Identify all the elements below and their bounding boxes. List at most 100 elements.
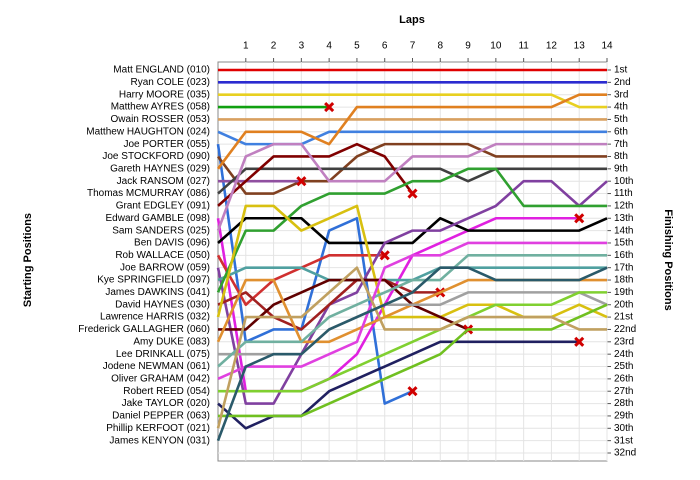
start-label: Lee DRINKALL (075) [116,349,210,360]
x-tick-label: 12 [546,41,558,52]
y-tick-label: 21st [614,312,633,323]
y-tick-label: 4th [614,102,628,113]
series-line [217,278,441,331]
start-label: Ryan COLE (023) [131,77,210,88]
y-tick-label: 6th [614,126,628,137]
series-line [216,266,607,429]
series-line [216,143,414,405]
y-tick-label: 19th [614,287,633,298]
y-tick-label: 1st [614,65,628,76]
retire-marker [407,386,418,397]
series-line [216,93,607,170]
x-tick-label: 3 [299,41,305,52]
y-tick-label: 26th [614,374,633,385]
y-tick-label: 30th [614,423,633,434]
start-label: Thomas MCMURRAY (086) [87,188,210,199]
start-label: Kye SPRINGFIELD (097) [97,275,210,286]
y-tick-label: 27th [614,386,633,397]
x-tick-label: 5 [354,41,360,52]
y-tick-label: 5th [614,114,628,125]
y-axis-title: Starting Positions [22,213,34,307]
retire-marker [296,176,307,187]
x-tick-label: 7 [410,41,416,52]
series-line [217,167,607,195]
y-tick-label: 13th [614,213,633,224]
start-label: Sam SANDERS (025) [112,225,210,236]
series-line [216,142,607,232]
y-tick-label: 24th [614,349,633,360]
x-tick-label: 10 [490,41,502,52]
retire-marker [379,250,390,261]
start-label: Amy DUKE (083) [133,336,210,347]
series-line [217,142,414,207]
y2-axis-title: Finishing Positions [662,209,674,310]
y-tick-label: 7th [614,139,628,150]
start-label: Lawrence HARRIS (032) [100,312,210,323]
start-label: James KENYON (031) [109,435,210,446]
retire-marker [574,336,585,347]
y-tick-label: 17th [614,262,633,273]
start-label: Ben DAVIS (096) [134,238,210,249]
series-line [216,167,607,293]
start-label: Oliver GRAHAM (042) [111,374,210,385]
start-label: Harry MOORE (035) [119,89,210,100]
series-line [216,179,608,405]
y-tick-label: 28th [614,398,633,409]
start-label: James DAWKINS (041) [105,287,210,298]
series-line [217,241,607,381]
start-label: Matthew HAUGHTON (024) [86,126,210,137]
start-label: Joe BARROW (059) [120,262,210,273]
y-tick-label: 11th [614,188,633,199]
x-tick-label: 9 [465,41,471,52]
series-line [218,303,608,418]
y-tick-label: 10th [614,176,633,187]
series-line [218,93,607,109]
start-label: Owain ROSSER (053) [111,114,210,125]
x-tick-label: 2 [271,41,277,52]
x-tick-label: 14 [601,41,613,52]
start-label: Matt ENGLAND (010) [113,65,210,76]
start-label: Edward GAMBLE (098) [106,213,211,224]
y-tick-label: 9th [614,163,628,174]
series-line [216,266,608,442]
start-label: Joe PORTER (055) [123,139,210,150]
y-tick-label: 20th [614,299,633,310]
y-tick-label: 29th [614,411,633,422]
start-label: David HAYNES (030) [115,299,210,310]
start-label: Jodene NEWMAN (061) [103,361,210,372]
x-tick-label: 4 [326,41,332,52]
retire-marker [324,102,335,113]
x-tick-label: 13 [574,41,586,52]
retire-marker [407,188,418,199]
series-line [218,291,607,393]
start-label: Robert REED (054) [123,386,210,397]
start-label: Daniel PEPPER (063) [112,411,210,422]
start-label: Rob WALLACE (050) [115,250,210,261]
start-label: Joe STOCKFORD (090) [102,151,210,162]
y-tick-label: 14th [614,225,633,236]
series-line [217,254,607,368]
y-tick-label: 15th [614,238,633,249]
series-line [216,142,607,195]
x-tick-label: 6 [382,41,388,52]
start-label: Gareth HAYNES (029) [110,163,210,174]
y-tick-label: 8th [614,151,628,162]
start-label: Jack RANSOM (027) [117,176,210,187]
y-tick-label: 23rd [614,336,634,347]
start-label: Phillip KERFOOT (021) [106,423,210,434]
y-tick-label: 16th [614,250,633,261]
y-tick-label: 12th [614,201,633,212]
x-tick-label: 11 [518,41,529,52]
series-line [217,216,608,245]
y-tick-label: 32nd [614,448,636,459]
y-tick-label: 18th [614,275,633,286]
y-tick-label: 2nd [614,77,631,88]
chart-title: Laps [399,14,425,26]
start-label: Grant EDGLEY (091) [116,201,210,212]
start-label: Jake TAYLOR (020) [122,398,210,409]
x-tick-label: 1 [243,41,249,52]
x-tick-label: 8 [438,41,444,52]
start-label: Frederick GALLAGHER (060) [78,324,210,335]
